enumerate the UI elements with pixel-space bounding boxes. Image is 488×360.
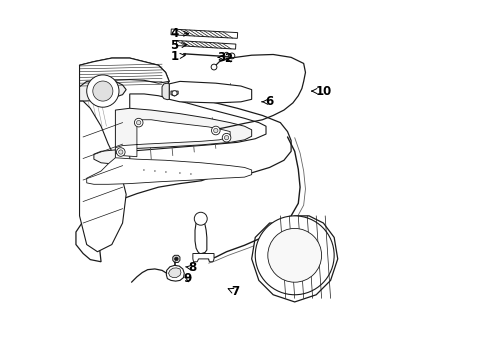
Text: 10: 10 xyxy=(311,85,331,98)
Polygon shape xyxy=(166,265,184,281)
Circle shape xyxy=(86,75,119,107)
Polygon shape xyxy=(251,216,337,302)
Circle shape xyxy=(116,148,125,156)
Text: c: c xyxy=(179,171,181,175)
Text: c: c xyxy=(164,170,166,174)
Polygon shape xyxy=(86,158,251,184)
Text: 8: 8 xyxy=(185,261,196,274)
Circle shape xyxy=(174,257,178,261)
Circle shape xyxy=(136,121,141,125)
Circle shape xyxy=(224,135,228,140)
Text: 7: 7 xyxy=(228,285,239,298)
Text: 1: 1 xyxy=(170,50,184,63)
Text: 5: 5 xyxy=(170,39,186,52)
Polygon shape xyxy=(171,91,178,96)
Text: 6: 6 xyxy=(262,95,272,108)
Polygon shape xyxy=(80,80,126,101)
Polygon shape xyxy=(192,253,214,262)
Circle shape xyxy=(213,129,218,133)
Text: c: c xyxy=(142,168,145,172)
Polygon shape xyxy=(162,83,169,100)
Polygon shape xyxy=(115,120,230,157)
Polygon shape xyxy=(80,101,126,252)
Circle shape xyxy=(224,52,228,57)
Polygon shape xyxy=(172,255,180,262)
Polygon shape xyxy=(171,29,237,39)
Text: c: c xyxy=(153,169,156,173)
Circle shape xyxy=(211,64,217,70)
Circle shape xyxy=(267,228,321,282)
Circle shape xyxy=(119,150,122,154)
Polygon shape xyxy=(169,81,251,103)
Circle shape xyxy=(93,81,113,101)
Polygon shape xyxy=(83,94,265,174)
Circle shape xyxy=(211,126,220,135)
Text: c: c xyxy=(189,172,191,176)
Circle shape xyxy=(228,53,234,59)
Text: 2: 2 xyxy=(224,52,232,65)
Text: 3: 3 xyxy=(217,51,225,64)
Circle shape xyxy=(194,212,207,225)
Circle shape xyxy=(255,216,333,295)
Polygon shape xyxy=(176,41,235,49)
Circle shape xyxy=(172,91,177,96)
Text: 9: 9 xyxy=(183,272,192,285)
Polygon shape xyxy=(195,220,206,253)
Text: 4: 4 xyxy=(170,27,188,40)
Circle shape xyxy=(134,118,142,127)
Polygon shape xyxy=(76,58,290,262)
Circle shape xyxy=(222,134,230,142)
Polygon shape xyxy=(80,58,169,87)
Polygon shape xyxy=(94,108,251,164)
Polygon shape xyxy=(168,268,181,278)
